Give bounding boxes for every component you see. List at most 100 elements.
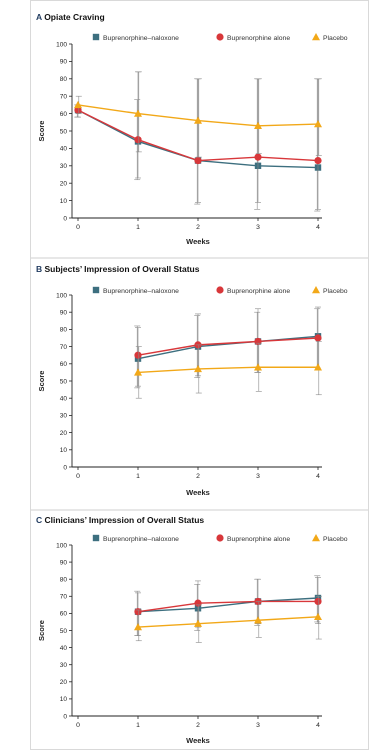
legend-label-placebo: Placebo xyxy=(323,288,348,295)
legend-label-bup-alone: Buprenorphine alone xyxy=(227,35,290,42)
y-tick-label: 20 xyxy=(60,430,68,437)
legend-marker-bup-alone xyxy=(216,534,224,542)
y-tick-label: 40 xyxy=(60,396,68,403)
series-line xyxy=(137,597,319,613)
data-point xyxy=(134,623,142,631)
x-tick-label: 1 xyxy=(136,722,140,729)
series-line xyxy=(137,366,318,374)
data-point xyxy=(314,612,322,621)
data-point xyxy=(254,337,262,346)
legend-marker-placebo xyxy=(312,534,320,542)
series-placebo xyxy=(74,71,322,158)
y-tick-label: 80 xyxy=(60,327,68,334)
panel-b: B Subjects’ Impression of Overall Status… xyxy=(31,257,368,497)
legend-marker-bup-alone xyxy=(216,286,224,294)
panel-c: C Clinicians’ Impression of Overall Stat… xyxy=(31,509,368,745)
data-point xyxy=(314,597,322,606)
x-tick-label: 4 xyxy=(316,224,320,231)
y-tick-label: 50 xyxy=(60,628,68,635)
data-point xyxy=(74,106,82,114)
data-point xyxy=(134,368,142,376)
legend-marker-bup-nal xyxy=(92,534,100,542)
y-tick-label: 40 xyxy=(60,146,68,153)
y-tick-label: 30 xyxy=(60,413,68,420)
legend-marker-placebo xyxy=(312,33,320,41)
legend-label-bup-alone: Buprenorphine alone xyxy=(227,288,290,295)
data-point xyxy=(134,351,142,359)
y-tick-label: 90 xyxy=(60,559,68,566)
data-point xyxy=(74,100,82,109)
y-axis-label: Score xyxy=(37,620,46,641)
panel-title-text: Clinicians’ Impression of Overall Status xyxy=(45,515,205,525)
series-placebo xyxy=(134,595,322,643)
data-point xyxy=(254,363,262,371)
panel-title-text: Opiate Craving xyxy=(44,12,104,22)
y-tick-label: 20 xyxy=(60,679,68,686)
panel-letter: B xyxy=(36,264,45,274)
legend-marker-bup-nal xyxy=(92,286,100,294)
y-tick-label: 90 xyxy=(60,59,68,66)
x-axis-label: Weeks xyxy=(186,488,210,497)
x-tick-label: 3 xyxy=(256,473,260,480)
y-tick-label: 10 xyxy=(60,696,68,703)
data-point xyxy=(254,121,262,129)
x-tick-label: 1 xyxy=(136,224,140,231)
data-point xyxy=(134,136,142,144)
x-tick-label: 0 xyxy=(76,722,80,729)
series-line xyxy=(137,335,319,360)
x-tick-label: 2 xyxy=(196,224,200,231)
series-bup-alone xyxy=(134,306,322,387)
legend-label-bup-nal: Buprenorphine–naloxone xyxy=(103,288,179,295)
legend-marker-placebo xyxy=(312,286,320,294)
data-point xyxy=(314,156,322,165)
y-tick-label: 100 xyxy=(56,292,67,299)
legend: Buprenorphine–naloxone Buprenorphine alon… xyxy=(92,534,348,543)
panel-title-text: Subjects’ Impression of Overall Status xyxy=(45,264,200,274)
y-tick-label: 70 xyxy=(60,344,68,351)
series-bup-alone xyxy=(74,71,322,210)
legend-label-placebo: Placebo xyxy=(323,536,348,543)
y-tick-label: 100 xyxy=(56,41,67,48)
series-line xyxy=(137,337,319,356)
legend-marker-bup-nal xyxy=(92,33,100,41)
series-bup-nal xyxy=(74,78,322,212)
y-tick-label: 60 xyxy=(60,111,68,118)
y-tick-label: 10 xyxy=(60,198,68,205)
x-tick-label: 0 xyxy=(76,224,80,231)
series-bup-nal xyxy=(134,575,322,636)
y-tick-label: 60 xyxy=(60,361,68,368)
y-tick-label: 20 xyxy=(60,181,68,188)
panel-title: B Subjects’ Impression of Overall Status xyxy=(36,264,200,274)
series-bup-alone xyxy=(134,577,322,636)
y-tick-label: 60 xyxy=(60,611,68,618)
x-axis-label: Weeks xyxy=(186,736,210,745)
y-tick-label: 0 xyxy=(63,464,67,471)
x-tick-label: 2 xyxy=(196,473,200,480)
data-point xyxy=(254,153,262,161)
legend: Buprenorphine–naloxone Buprenorphine alon… xyxy=(92,286,348,295)
data-point xyxy=(134,109,142,117)
y-tick-label: 0 xyxy=(63,713,67,720)
x-tick-label: 1 xyxy=(136,473,140,480)
panel-title: C Clinicians’ Impression of Overall Stat… xyxy=(36,515,204,525)
data-point xyxy=(134,608,142,616)
legend-label-placebo: Placebo xyxy=(323,35,348,42)
legend: Buprenorphine–naloxone Buprenorphine alon… xyxy=(92,33,348,42)
y-tick-label: 70 xyxy=(60,94,68,101)
data-point xyxy=(194,364,202,373)
x-tick-label: 4 xyxy=(316,473,320,480)
y-tick-label: 0 xyxy=(63,215,67,222)
y-tick-label: 10 xyxy=(60,447,68,454)
panel-title: A Opiate Craving xyxy=(36,12,105,22)
y-tick-label: 50 xyxy=(60,378,68,385)
data-point xyxy=(194,116,202,124)
legend-label-bup-nal: Buprenorphine–naloxone xyxy=(103,35,179,42)
series-line xyxy=(137,616,319,628)
y-axis-label: Score xyxy=(37,371,46,392)
legend-marker-bup-alone xyxy=(216,33,224,41)
y-tick-label: 30 xyxy=(60,163,68,170)
y-tick-label: 40 xyxy=(60,645,68,652)
y-axis-label: Score xyxy=(37,121,46,142)
y-tick-label: 90 xyxy=(60,310,68,317)
